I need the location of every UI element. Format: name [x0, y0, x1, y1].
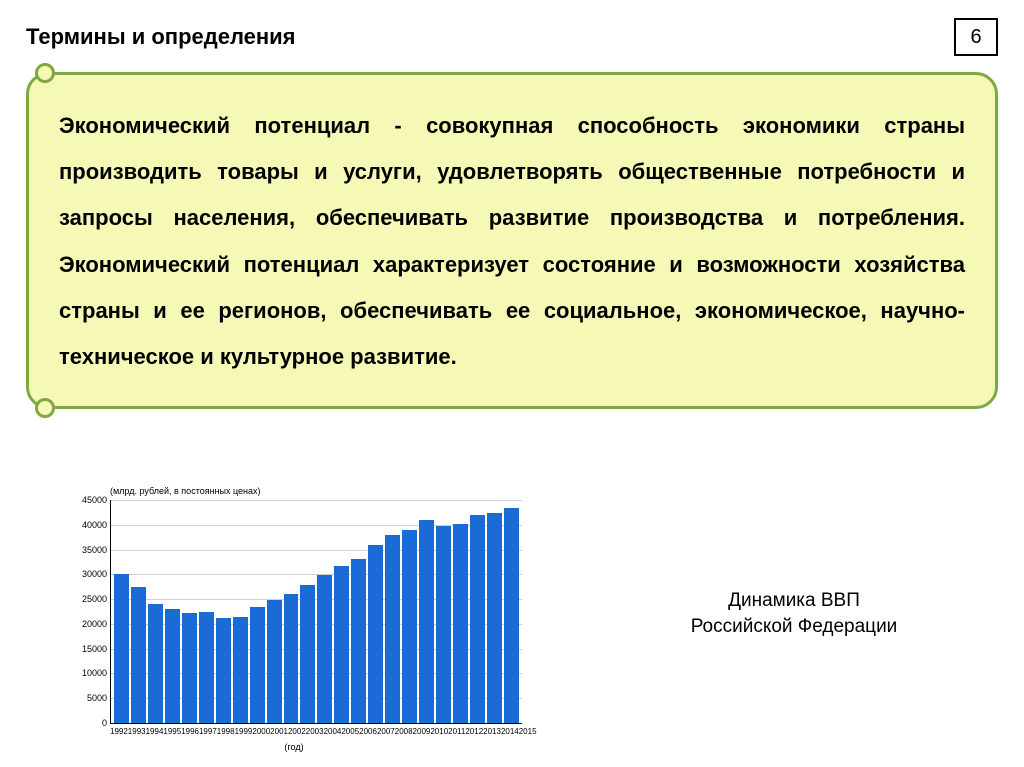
- x-tick-label: 2011: [448, 727, 465, 736]
- bar: [470, 515, 485, 723]
- y-tick-label: 35000: [82, 545, 111, 555]
- chart-x-label: (год): [284, 742, 303, 752]
- spiral-decor-bottom: [35, 398, 55, 418]
- chart-bars: [111, 500, 522, 723]
- y-tick-label: 30000: [82, 569, 111, 579]
- chart-x-ticks: 1992199319941995199619971998199920002001…: [110, 727, 522, 736]
- x-tick-label: 2014: [501, 727, 519, 736]
- x-tick-label: 2005: [341, 727, 359, 736]
- y-tick-label: 45000: [82, 495, 111, 505]
- page-number-box: 6: [954, 18, 998, 56]
- bar: [267, 600, 282, 723]
- bar: [114, 574, 129, 723]
- x-tick-label: 2015: [519, 727, 537, 736]
- x-tick-label: 1995: [163, 727, 181, 736]
- bar: [216, 618, 231, 723]
- bar: [165, 609, 180, 723]
- x-tick-label: 2002: [288, 727, 306, 736]
- x-tick-label: 1998: [217, 727, 235, 736]
- bar: [131, 587, 146, 723]
- bar: [453, 524, 468, 723]
- bar: [300, 585, 315, 723]
- bar: [368, 545, 383, 723]
- bar: [504, 508, 519, 723]
- definition-text: Экономический потенциал - совокупная спо…: [59, 103, 965, 380]
- x-tick-label: 2013: [483, 727, 501, 736]
- chart-y-unit-label: (млрд. рублей, в постоянных ценах): [110, 486, 261, 496]
- definition-box: Экономический потенциал - совокупная спо…: [26, 72, 998, 409]
- bar: [199, 612, 214, 723]
- x-tick-label: 2008: [395, 727, 413, 736]
- y-tick-label: 15000: [82, 644, 111, 654]
- x-tick-label: 1996: [181, 727, 199, 736]
- x-tick-label: 2009: [413, 727, 431, 736]
- y-tick-label: 5000: [87, 693, 111, 703]
- x-tick-label: 2012: [465, 727, 483, 736]
- bar: [436, 526, 451, 723]
- caption-line1: Динамика ВВП: [728, 590, 860, 611]
- page-number: 6: [970, 26, 981, 49]
- x-tick-label: 1994: [146, 727, 164, 736]
- bar: [385, 535, 400, 723]
- y-tick-label: 40000: [82, 520, 111, 530]
- slide-title: Термины и определения: [26, 24, 296, 50]
- x-tick-label: 2004: [324, 727, 342, 736]
- x-tick-label: 2003: [306, 727, 324, 736]
- x-tick-label: 2007: [377, 727, 395, 736]
- bar: [487, 513, 502, 723]
- bar: [402, 530, 417, 723]
- y-tick-label: 25000: [82, 594, 111, 604]
- y-tick-label: 20000: [82, 619, 111, 629]
- chart-caption: Динамика ВВП Российской Федерации: [664, 588, 924, 639]
- slide-header: Термины и определения 6: [26, 18, 998, 56]
- x-tick-label: 1992: [110, 727, 128, 736]
- x-tick-label: 2006: [359, 727, 377, 736]
- bar: [233, 617, 248, 723]
- chart-plot-area: 0500010000150002000025000300003500040000…: [110, 500, 522, 724]
- bar: [284, 594, 299, 723]
- caption-line2: Российской Федерации: [691, 616, 898, 637]
- gdp-chart: (млрд. рублей, в постоянных ценах) 05000…: [66, 492, 522, 748]
- bar: [148, 604, 163, 723]
- bar: [419, 520, 434, 723]
- x-tick-label: 1997: [199, 727, 217, 736]
- y-tick-label: 10000: [82, 668, 111, 678]
- bar: [250, 607, 265, 723]
- spiral-decor-top: [35, 63, 55, 83]
- bar: [351, 559, 366, 723]
- bar: [334, 566, 349, 723]
- x-tick-label: 2000: [252, 727, 270, 736]
- x-tick-label: 2001: [270, 727, 288, 736]
- bar: [317, 575, 332, 723]
- x-tick-label: 1999: [235, 727, 253, 736]
- bar: [182, 613, 197, 723]
- x-tick-label: 2010: [430, 727, 448, 736]
- x-tick-label: 1993: [128, 727, 146, 736]
